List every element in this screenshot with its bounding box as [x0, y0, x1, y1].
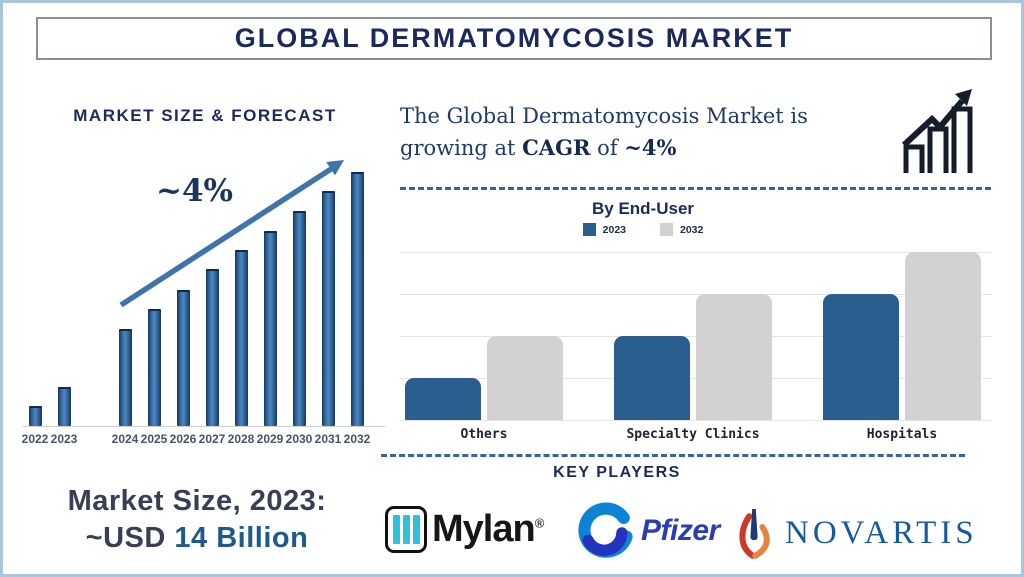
forecast-bar-2022 [28, 406, 42, 426]
enduser-category-label: Specialty Clinics [626, 427, 760, 442]
enduser-bar-specialty-clinics-2023 [614, 336, 690, 420]
forecast-bar-2029 [263, 231, 277, 426]
cagr-text: CAGR [522, 135, 591, 160]
dashed-divider-bottom [381, 454, 965, 457]
forecast-bar-2031 [321, 191, 335, 426]
novartis-logo: NOVARTIS [736, 505, 978, 561]
enduser-category-label: Hospitals [866, 427, 938, 442]
dashed-divider-top [400, 187, 991, 190]
mylan-wordmark: Mylan® [432, 508, 545, 550]
cagr-value: ~4% [624, 135, 677, 160]
enduser-bar-chart: Others Specialty Clinics Hospitals [400, 243, 992, 448]
mylan-logo: Mylan® [385, 506, 545, 553]
forecast-bar-2024 [118, 329, 132, 426]
enduser-bar-hospitals-2023 [823, 294, 899, 420]
legend-swatch-2023 [582, 223, 596, 236]
forecast-year-label-2031: 2031 [314, 432, 342, 446]
enduser-bar-hospitals-2032 [905, 252, 981, 420]
enduser-category-label: Others [460, 427, 508, 442]
forecast-bar-chart: ~4% 2022 2023 2024 2025 2026 2027 2028 2029 2030… [18, 143, 393, 453]
forecast-year-label-2029: 2029 [256, 432, 284, 446]
forecast-bar-2030 [292, 211, 306, 426]
page-title-box: GLOBAL DERMATOMYCOSIS MARKET [36, 17, 992, 60]
enduser-legend: 2023 2032 [400, 223, 886, 236]
forecast-year-label-2022: 2022 [21, 432, 49, 446]
forecast-chart-baseline [23, 426, 385, 427]
growth-chart-icon [901, 89, 973, 173]
novartis-wordmark: NOVARTIS [785, 514, 978, 551]
forecast-bar-2026 [176, 290, 190, 426]
enduser-chart-title: By End-User [591, 199, 695, 218]
page-title: GLOBAL DERMATOMYCOSIS MARKET [234, 23, 794, 53]
gridline [400, 420, 992, 421]
gridline [400, 252, 992, 253]
market-size-currency: ~USD [85, 522, 175, 554]
market-size-callout: Market Size, 2023: ~USD 14 Billion [21, 483, 373, 557]
forecast-bar-2023 [57, 387, 71, 426]
market-description: The Global Dermatomycosis Market is grow… [400, 101, 880, 164]
mylan-bars-icon [385, 506, 427, 553]
market-size-line2: ~USD 14 Billion [21, 520, 373, 557]
gridline [400, 294, 992, 295]
forecast-year-label-2026: 2026 [169, 432, 197, 446]
growth-trend-arrow [119, 160, 344, 308]
market-size-line1: Market Size, 2023: [67, 485, 327, 517]
forecast-year-label-2024: 2024 [111, 432, 139, 446]
legend-label-2032: 2032 [680, 223, 704, 236]
pfizer-wordmark: Pfizer [641, 514, 720, 547]
legend-swatch-2032 [660, 223, 673, 236]
novartis-flame-icon [739, 509, 770, 559]
legend-item-2023: 2023 [582, 223, 626, 236]
registered-mark-icon: ® [534, 515, 545, 531]
pfizer-logo: Pfizer [573, 501, 720, 561]
forecast-year-label-2023: 2023 [50, 432, 78, 446]
forecast-year-label-2025: 2025 [140, 432, 168, 446]
description-line1: The Global Dermatomycosis Market is [400, 104, 808, 128]
forecast-year-label-2030: 2030 [285, 432, 313, 446]
enduser-bar-specialty-clinics-2032 [696, 294, 772, 420]
cagr-annotation: ~4% [156, 173, 234, 209]
forecast-bar-2032 [350, 172, 364, 426]
market-size-value: 14 Billion [174, 522, 309, 554]
forecast-bar-2028 [234, 250, 248, 426]
forecast-year-label-2032: 2032 [343, 432, 371, 446]
forecast-year-label-2027: 2027 [198, 432, 226, 446]
legend-label-2023: 2023 [602, 223, 626, 236]
description-line2: growing at CAGR of ~4% [400, 135, 677, 160]
enduser-bar-others-2023 [405, 378, 481, 420]
forecast-bar-2027 [205, 269, 219, 426]
pfizer-swirl-icon [578, 502, 633, 558]
enduser-bar-others-2032 [487, 336, 563, 420]
forecast-chart-title: MARKET SIZE & FORECAST [73, 106, 337, 125]
forecast-bar-2025 [147, 309, 161, 426]
keyplayers-title: KEY PLAYERS [553, 464, 681, 481]
legend-item-2032: 2032 [660, 223, 703, 236]
forecast-year-label-2028: 2028 [227, 432, 255, 446]
